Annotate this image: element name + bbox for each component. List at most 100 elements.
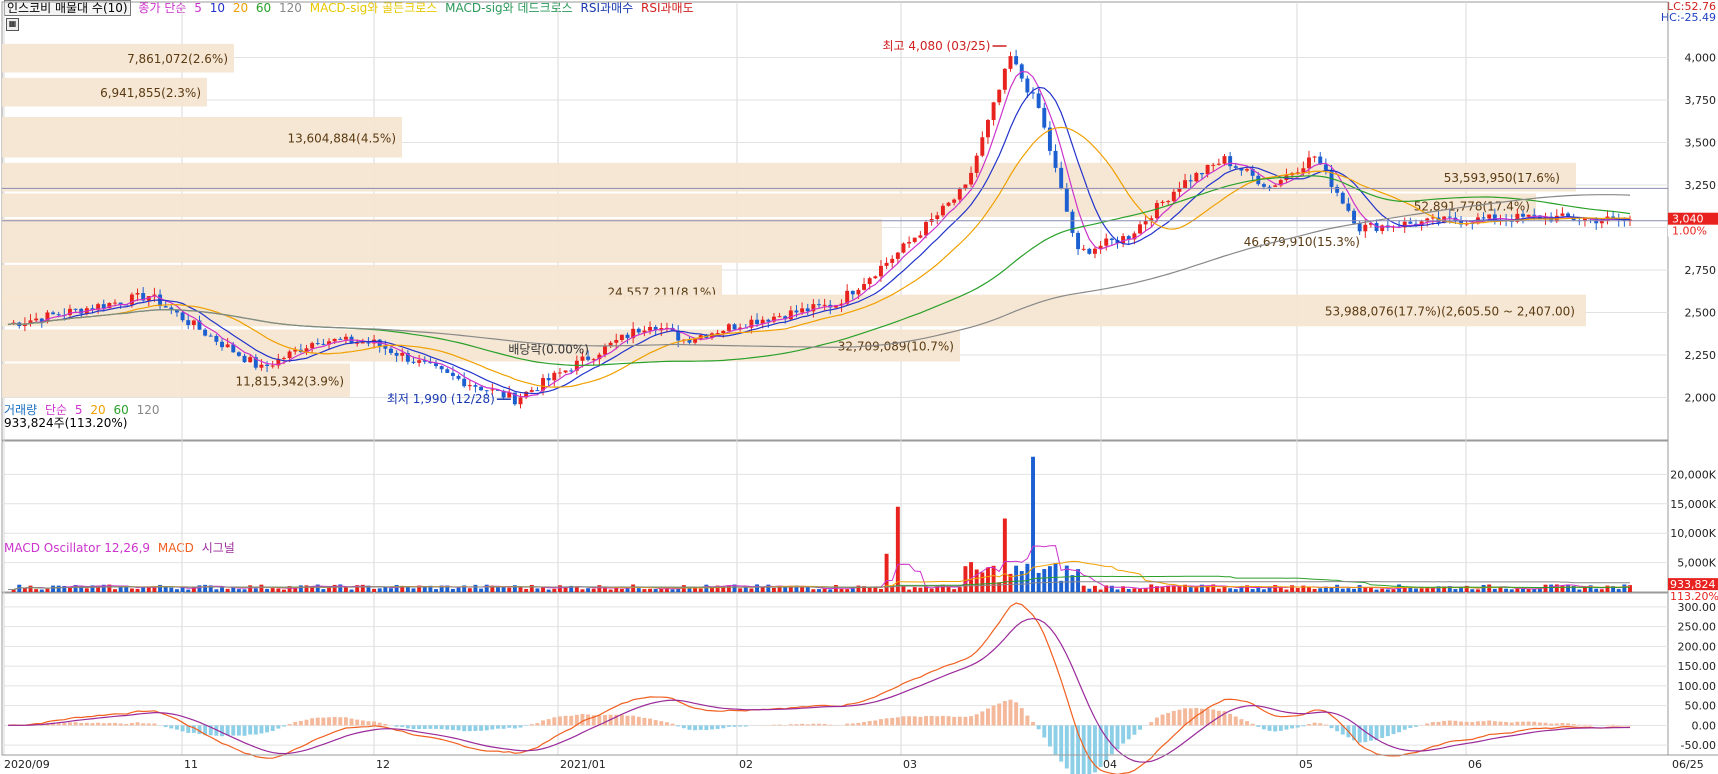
volume-bar xyxy=(664,587,669,592)
candle-body xyxy=(940,205,945,216)
volume-ma-20: 20 xyxy=(90,403,106,417)
candle-body xyxy=(400,353,405,356)
volume-bar xyxy=(1611,586,1616,592)
ex-dividend-annotation: 배당락(0.00%) xyxy=(508,342,589,356)
macd-histogram-bar xyxy=(79,722,84,726)
macd-histogram-bar xyxy=(1267,725,1272,731)
candle-body xyxy=(1138,224,1142,234)
macd-histogram-bar xyxy=(462,725,467,732)
volume-bar xyxy=(563,586,568,592)
macd-histogram-bar xyxy=(569,715,574,726)
volume-bar xyxy=(56,585,61,592)
volume-profile-label: 13,604,884(4.5%) xyxy=(287,131,396,145)
candle-body xyxy=(1008,56,1013,69)
candle-body xyxy=(34,318,39,321)
macd-histogram-bar xyxy=(822,723,827,726)
candle-body xyxy=(980,137,985,156)
candle-body xyxy=(991,102,996,121)
volume-bar xyxy=(518,586,523,592)
volume-bar xyxy=(1594,588,1599,592)
candle-body xyxy=(1104,238,1109,246)
volume-bar xyxy=(84,588,89,592)
volume-bar xyxy=(569,585,574,592)
volume-bar xyxy=(158,584,163,592)
macd-histogram-bar xyxy=(1014,702,1019,726)
volume-bar xyxy=(1515,588,1520,592)
candle-body xyxy=(636,328,641,333)
volume-bar xyxy=(1008,573,1013,592)
ma-60: 60 xyxy=(255,1,272,15)
volume-bar xyxy=(681,585,686,592)
volume-bar xyxy=(265,588,270,592)
volume-bar xyxy=(974,569,979,592)
macd-histogram-bar xyxy=(1126,725,1131,740)
macd-histogram-bar xyxy=(214,725,219,736)
volume-bar xyxy=(1166,585,1171,592)
volume-bar xyxy=(1447,586,1452,592)
candle-body xyxy=(935,215,940,220)
candle-body xyxy=(1194,172,1199,182)
volume-bar xyxy=(1323,586,1328,592)
x-axis-label: 12 xyxy=(376,758,390,771)
macd-histogram-bar xyxy=(924,716,928,726)
volume-profile-band xyxy=(2,162,1576,192)
candle-body xyxy=(963,184,968,190)
candle-body xyxy=(276,358,281,366)
volume-bar xyxy=(822,588,827,592)
grid-icon[interactable]: ▦ xyxy=(6,18,19,31)
candle-body xyxy=(1380,225,1385,232)
candle-body xyxy=(1340,192,1345,204)
volume-bar xyxy=(1171,586,1176,592)
volume-bar xyxy=(1487,584,1492,592)
macd-histogram-bar xyxy=(1053,725,1058,755)
volume-bar xyxy=(1352,588,1356,592)
candle-body xyxy=(1031,92,1035,94)
volume-bar xyxy=(1391,589,1396,592)
volume-bar xyxy=(1402,586,1407,592)
candle-body xyxy=(512,392,517,405)
volume-bar xyxy=(783,586,788,592)
volume-label: 거래량 xyxy=(4,403,38,417)
macd-histogram-bar xyxy=(1380,725,1385,738)
moving-average-line xyxy=(7,126,1631,388)
volume-profile-band xyxy=(2,264,722,301)
volume-bar xyxy=(738,588,743,592)
volume-bar xyxy=(1430,588,1435,592)
volume-bar xyxy=(1554,584,1559,592)
macd-histogram-bar xyxy=(383,723,388,726)
volume-bar xyxy=(698,588,703,592)
macd-histogram-bar xyxy=(141,723,146,726)
volume-bar xyxy=(957,587,962,592)
volume-bar xyxy=(101,584,106,592)
candle-body xyxy=(1459,221,1464,225)
chart-title[interactable]: 인스코비 매물대 수(10) xyxy=(4,0,131,16)
macd-histogram-bar xyxy=(1177,709,1182,726)
volume-bar xyxy=(901,586,906,592)
candle-body xyxy=(518,397,523,405)
macd-histogram-bar xyxy=(338,717,343,726)
candle-body xyxy=(174,309,179,313)
candle-body xyxy=(862,284,867,290)
volume-bar xyxy=(1014,565,1019,592)
macd-histogram-bar xyxy=(360,720,365,726)
x-axis-label: 06/25 xyxy=(1672,758,1704,771)
macd-histogram-bar xyxy=(946,716,951,726)
volume-bar xyxy=(1481,584,1486,592)
volume-bar xyxy=(1250,589,1255,592)
candle-body xyxy=(924,222,928,236)
volume-bar xyxy=(1616,589,1621,592)
volume-profile-label: 7,861,072(2.6%) xyxy=(127,52,228,66)
price-tick-label: 3,750 xyxy=(1685,94,1717,107)
volume-bar xyxy=(862,586,867,592)
price-badge-value: 3,040 xyxy=(1672,213,1704,226)
candle-body xyxy=(1098,245,1103,249)
macd-histogram-bar xyxy=(1588,724,1593,726)
candle-body xyxy=(726,324,731,331)
candle-body xyxy=(1025,78,1030,93)
macd-histogram-bar xyxy=(1481,721,1486,726)
candle-body xyxy=(755,319,760,325)
macd-histogram-bar xyxy=(952,716,957,726)
candle-body xyxy=(366,342,371,344)
candle-body xyxy=(839,303,844,306)
